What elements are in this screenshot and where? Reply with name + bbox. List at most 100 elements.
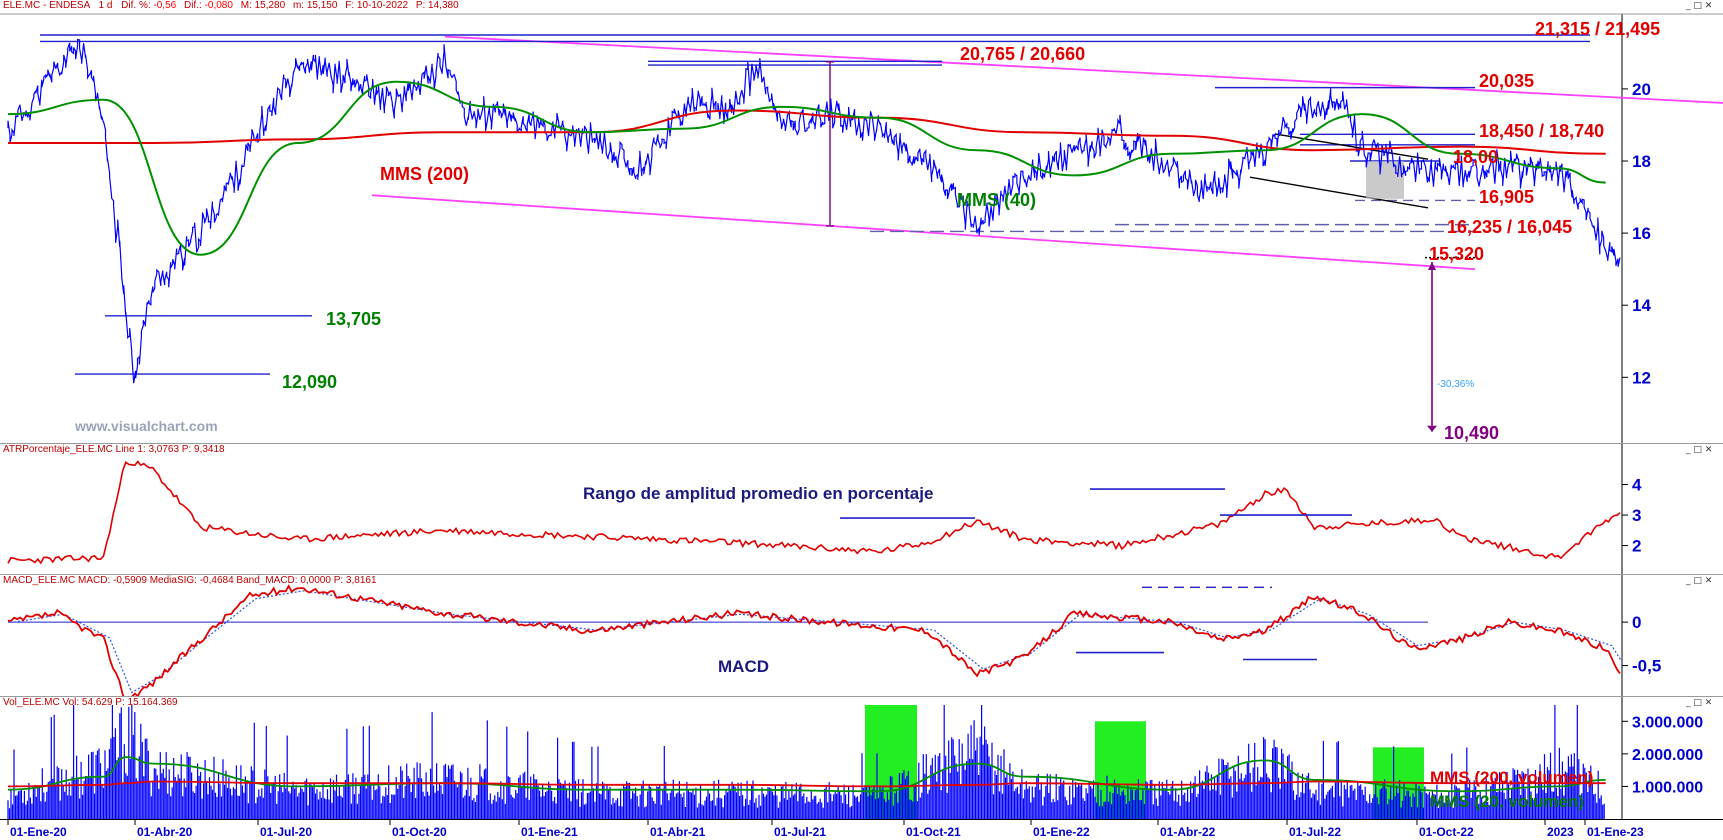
volume-chart: 3.000.000 2.000.000 1.000.000 MMS (200, vol… — [7, 697, 1723, 819]
minimize-icon[interactable]: _ — [1686, 698, 1691, 708]
x-axis: 01-Ene-20 01-Abr-20 01-Jul-20 01-Oct-20 01-E… — [0, 819, 1723, 840]
price-axis-label: 20 — [1632, 80, 1651, 99]
label-mms40: MMS (40) — [957, 190, 1036, 210]
x-axis-label: 01-Abr-21 — [650, 825, 706, 839]
x-axis-label: 2023 — [1547, 825, 1574, 839]
volume-axis-label: 3.000.000 — [1632, 714, 1703, 731]
x-axis-label: 01-Jul-20 — [260, 825, 312, 839]
price-axis-label: 16 — [1632, 224, 1651, 243]
atr-window-controls[interactable]: _ □ ✕ — [1686, 445, 1712, 455]
atr-axis-label: 3 — [1632, 506, 1641, 525]
x-axis-label: 01-Abr-22 — [1160, 825, 1216, 839]
close-icon[interactable]: ✕ — [1704, 1, 1713, 11]
atr-axis-label: 2 — [1632, 537, 1641, 556]
volume-sma200-line — [7, 780, 1606, 788]
volume-label-20: MMS (20, volumen) — [1430, 792, 1584, 811]
price-last: P: 14,380 — [415, 0, 459, 11]
watermark: www.visualchart.com — [74, 418, 218, 434]
label-18450: 18,450 / 18,740 — [1479, 121, 1604, 141]
x-axis-label: 01-Jul-21 — [774, 825, 826, 839]
wedge-top-line — [1274, 133, 1429, 160]
label-15320: 15,320 — [1429, 244, 1484, 264]
price-max: M: 15,280 — [240, 0, 286, 11]
price-min: m: 15,150 — [292, 0, 338, 11]
close-icon[interactable]: ✕ — [1704, 445, 1713, 455]
atr-header: ATRPorcentaje_ELE.MC Line 1: 3,0763 P: 9… — [3, 444, 225, 455]
price-pct-label: Dif. %: — [121, 0, 151, 11]
macd-title: MACD — [718, 657, 769, 676]
x-axis-label: 01-Ene-21 — [521, 825, 578, 839]
atr-axis-area — [1622, 444, 1723, 574]
atr-chart: 4 3 2 Rango de amplitud promedio en porcent… — [7, 444, 1723, 574]
macd-series-line — [7, 584, 1621, 696]
macd-axis-label: -0,5 — [1632, 657, 1661, 676]
label-18: 18,00 — [1453, 147, 1498, 167]
x-axis-label: 01-Ene-22 — [1033, 825, 1090, 839]
price-chart: 20 18 16 14 12 www.visualchart.com 21,315 / 21… — [0, 13, 1723, 443]
channel-bottom-line — [371, 194, 1476, 271]
x-axis-label: 01-Oct-20 — [392, 825, 447, 839]
minimize-icon[interactable]: _ — [1686, 445, 1691, 455]
label-16235: 16,235 / 16,045 — [1447, 217, 1572, 237]
x-axis-ticks: 01-Ene-20 01-Abr-20 01-Jul-20 01-Oct-20 01-E… — [7, 820, 1644, 839]
label-12090: 12,090 — [282, 372, 337, 392]
macd-signal-line — [13, 590, 1624, 694]
price-axis-label: 12 — [1632, 368, 1651, 387]
macd-window-controls[interactable]: _ □ ✕ — [1686, 576, 1712, 586]
maximize-icon[interactable]: □ — [1693, 576, 1702, 586]
channel-top-line — [444, 35, 1723, 104]
price-pct-value: -0,56 — [153, 0, 177, 11]
x-axis-label: 01-Ene-23 — [1587, 825, 1644, 839]
label-13705: 13,705 — [326, 309, 381, 329]
volume-bars — [7, 705, 1605, 819]
price-axis-label: 18 — [1632, 152, 1651, 171]
label-16905: 16,905 — [1479, 187, 1534, 207]
price-date: F: 10-10-2022 — [345, 0, 409, 11]
sma40-line — [7, 80, 1606, 256]
x-axis-label: 01-Abr-20 — [137, 825, 193, 839]
x-axis-label: 01-Ene-20 — [10, 825, 67, 839]
maximize-icon[interactable]: □ — [1693, 445, 1702, 455]
macd-chart: 0 -0,5 MACD — [7, 575, 1723, 696]
price-axis-area — [1622, 14, 1723, 443]
price-window-controls[interactable]: _ □ ✕ — [1686, 1, 1712, 11]
close-icon[interactable]: ✕ — [1704, 698, 1713, 708]
close-icon[interactable]: ✕ — [1704, 576, 1713, 586]
label-10490: 10,490 — [1444, 423, 1499, 443]
price-diff-value: -0,080 — [204, 0, 233, 11]
label-20035: 20,035 — [1479, 71, 1534, 91]
atr-series-line — [7, 460, 1621, 565]
projection-arrow-down — [1427, 425, 1437, 432]
atr-title: Rango de amplitud promedio en porcentaje — [583, 484, 933, 503]
x-axis-label: 01-Jul-22 — [1289, 825, 1341, 839]
minimize-icon[interactable]: _ — [1686, 1, 1691, 11]
price-series-line — [7, 38, 1621, 384]
macd-axis-area — [1622, 575, 1723, 696]
wedge-bottom-line — [1249, 176, 1429, 209]
volume-axis-area — [1622, 697, 1723, 819]
label-21315: 21,315 / 21,495 — [1535, 19, 1660, 39]
volume-axis-label: 2.000.000 — [1632, 747, 1703, 764]
maximize-icon[interactable]: □ — [1693, 698, 1702, 708]
atr-panel: 4 3 2 Rango de amplitud promedio en porcent… — [0, 444, 1723, 575]
volume-label-200: MMS (200, volumen) — [1430, 768, 1593, 787]
minimize-icon[interactable]: _ — [1686, 576, 1691, 586]
volume-window-controls[interactable]: _ □ ✕ — [1686, 698, 1712, 708]
x-axis-label: 01-Oct-21 — [906, 825, 961, 839]
label-20765: 20,765 / 20,660 — [960, 44, 1085, 64]
x-axis-label: 01-Oct-22 — [1419, 825, 1474, 839]
price-panel: 20 18 16 14 12 www.visualchart.com 21,315 / 21… — [0, 0, 1723, 444]
price-symbol: ELE.MC - ENDESA — [3, 0, 90, 11]
volume-panel: 3.000.000 2.000.000 1.000.000 MMS (200, vol… — [0, 697, 1723, 819]
price-period: 1 d — [98, 0, 113, 11]
volume-axis-label: 1.000.000 — [1632, 779, 1703, 796]
macd-header: MACD_ELE.MC MACD: -0,5909 MediaSIG: -0,4… — [3, 575, 377, 586]
macd-panel: 0 -0,5 MACD MACD_ELE.MC MACD: -0,5909 Medi… — [0, 575, 1723, 697]
volume-header: Vol_ELE.MC Vol: 54.629 P: 15.164.369 — [3, 697, 178, 708]
consolidation-box — [1366, 161, 1404, 199]
atr-axis-label: 4 — [1632, 476, 1642, 495]
sma200-line — [7, 109, 1606, 155]
macd-axis-label: 0 — [1632, 613, 1641, 632]
label-mms200: MMS (200) — [380, 164, 469, 184]
maximize-icon[interactable]: □ — [1693, 1, 1702, 11]
